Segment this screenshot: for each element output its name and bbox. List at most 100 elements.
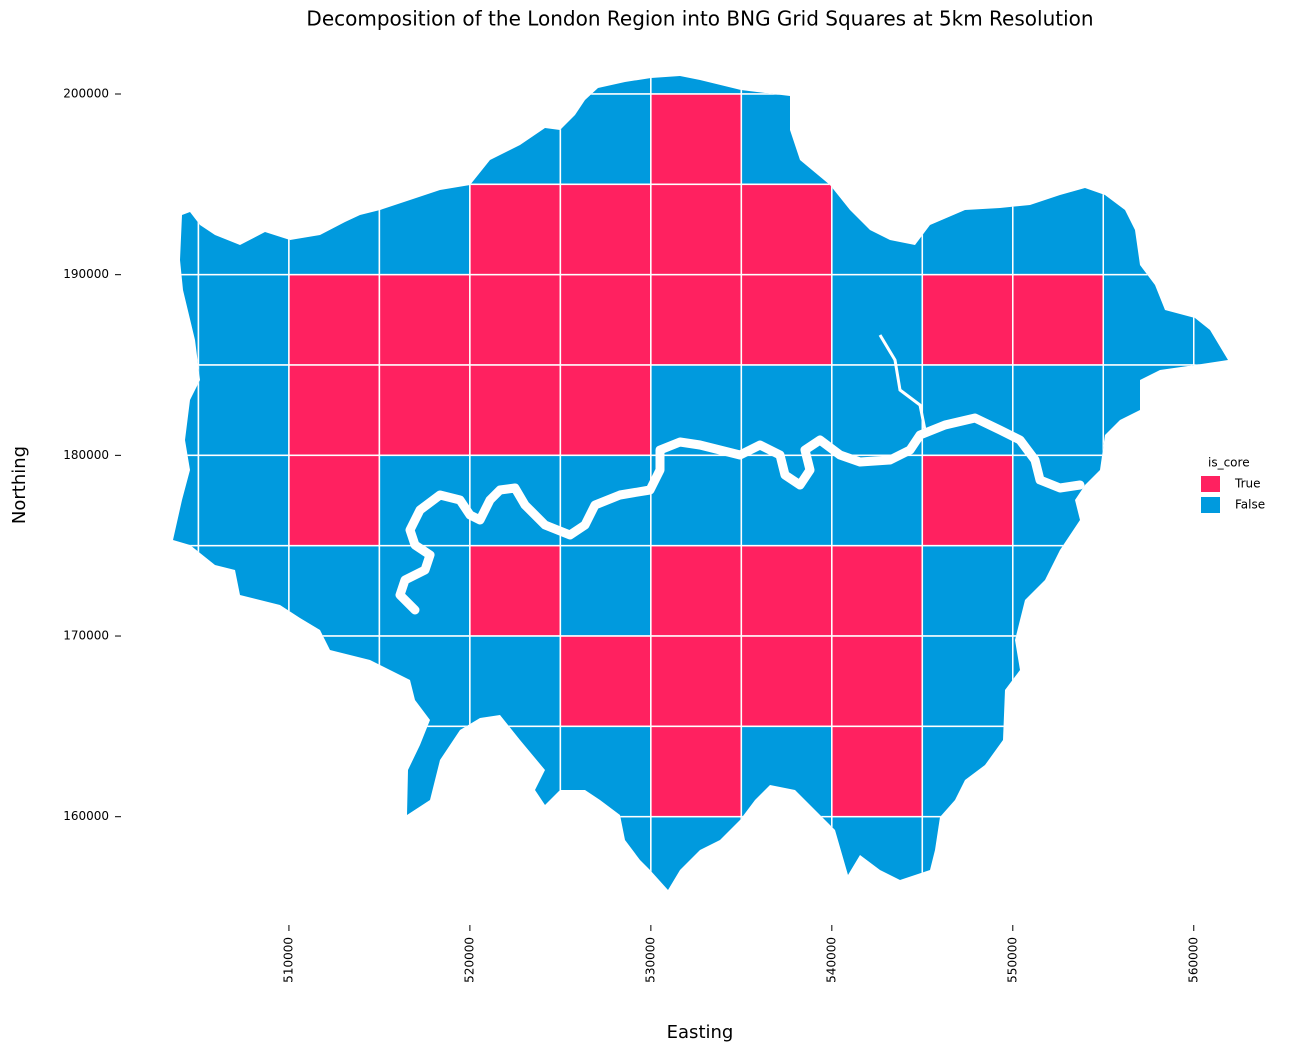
- grid-cell: [921, 544, 1014, 637]
- y-axis-label: Northing: [9, 446, 30, 524]
- grid-cell: [469, 635, 562, 728]
- y-tick-label: 180000: [63, 448, 109, 462]
- y-tick-label: 200000: [63, 87, 109, 101]
- grid-cell: [197, 273, 290, 366]
- grid-cell: [740, 273, 833, 366]
- x-tick-label: 560000: [1186, 937, 1200, 983]
- grid-cell: [378, 183, 471, 276]
- grid-cell: [469, 364, 562, 457]
- grid-cell: [288, 454, 381, 547]
- y-tick-label: 190000: [63, 267, 109, 281]
- grid-cell: [288, 544, 381, 637]
- grid-cell: [378, 273, 471, 366]
- grid-cell: [921, 364, 1014, 457]
- grid-cell: [559, 273, 652, 366]
- x-axis-label: Easting: [667, 1022, 734, 1043]
- grid-cell: [1012, 635, 1105, 728]
- grid-cell: [831, 273, 924, 366]
- grid-cell: [1193, 273, 1228, 366]
- grid-cell: [559, 93, 652, 186]
- x-tick-label: 530000: [643, 937, 657, 983]
- grid-cell: [1012, 273, 1105, 366]
- grid-cell: [740, 183, 833, 276]
- grid-cell: [921, 815, 1014, 890]
- grid-cell: [197, 544, 290, 637]
- grid-cell: [921, 454, 1014, 547]
- grid-cell: [1012, 454, 1105, 547]
- grid-cell: [559, 815, 652, 890]
- grid-cell: [288, 635, 381, 728]
- grid-cell: [921, 725, 1014, 818]
- legend-title: is_core: [1208, 456, 1250, 470]
- grid-cell: [469, 273, 562, 366]
- grid-cell: [1102, 273, 1195, 366]
- grid-cell: [288, 364, 381, 457]
- grid-cell: [740, 93, 833, 186]
- grid-cell: [740, 815, 833, 890]
- grid-cell: [288, 183, 381, 276]
- grid-cell: [831, 725, 924, 818]
- grid-cell: [740, 544, 833, 637]
- grid-cell: [173, 364, 200, 457]
- grid-cell: [469, 725, 562, 818]
- grid-cell: [831, 454, 924, 547]
- grid-cell: [469, 183, 562, 276]
- grid-cell: [831, 183, 924, 276]
- river-lea: [878, 334, 927, 431]
- map-cells: [173, 76, 1228, 890]
- grid-cell: [921, 183, 1014, 276]
- grid-cell: [650, 273, 743, 366]
- y-tick-label: 160000: [63, 809, 109, 823]
- legend-swatch: [1201, 476, 1220, 492]
- grid-cell: [650, 454, 743, 547]
- grid-cell: [173, 454, 200, 547]
- x-tick-label: 520000: [462, 937, 476, 983]
- grid-cell: [650, 93, 743, 186]
- grid-cell: [921, 273, 1014, 366]
- grid-cell: [831, 635, 924, 728]
- x-tick-label: 550000: [1005, 937, 1019, 983]
- grid-cell: [1102, 364, 1195, 457]
- grid-cell: [921, 635, 1014, 728]
- grid-cell: [831, 815, 924, 890]
- chart-title: Decomposition of the London Region into …: [306, 7, 1093, 31]
- grid-cell: [831, 544, 924, 637]
- grid-cell: [1102, 183, 1195, 276]
- grid-cell: [1012, 544, 1105, 637]
- legend-label: False: [1235, 498, 1265, 512]
- grid-cell: [378, 725, 471, 818]
- grid-cell: [740, 635, 833, 728]
- grid-cell: [173, 273, 200, 366]
- grid-cell: [197, 364, 290, 457]
- grid-cell: [378, 635, 471, 728]
- river-thames: [395, 413, 1085, 615]
- legend: is_core True False: [1201, 456, 1265, 513]
- grid-cell: [650, 725, 743, 818]
- grid-cell: [197, 183, 290, 276]
- grid-cell: [469, 454, 562, 547]
- x-tick-label: 540000: [824, 937, 838, 983]
- grid-cell: [378, 364, 471, 457]
- legend-label: True: [1234, 477, 1261, 491]
- grid-cell: [288, 273, 381, 366]
- x-tick-label: 510000: [281, 937, 295, 983]
- grid-cell: [831, 364, 924, 457]
- grid-cell: [650, 183, 743, 276]
- grid-cell: [650, 544, 743, 637]
- grid-cell: [173, 183, 200, 276]
- grid-cell: [197, 454, 290, 547]
- grid-cell: [559, 635, 652, 728]
- grid-cell: [559, 364, 652, 457]
- legend-swatch: [1201, 497, 1220, 513]
- grid-cell: [650, 815, 743, 890]
- grid-cell: [650, 635, 743, 728]
- grid-cell: [469, 93, 562, 186]
- grid-cell: [173, 544, 200, 637]
- grid-cell: [559, 544, 652, 637]
- grid-cell: [559, 183, 652, 276]
- grid-cell: [469, 544, 562, 637]
- grid-cell: [559, 725, 652, 818]
- grid-cell: [1012, 183, 1105, 276]
- y-tick-label: 170000: [63, 629, 109, 643]
- grid-cell: [740, 725, 833, 818]
